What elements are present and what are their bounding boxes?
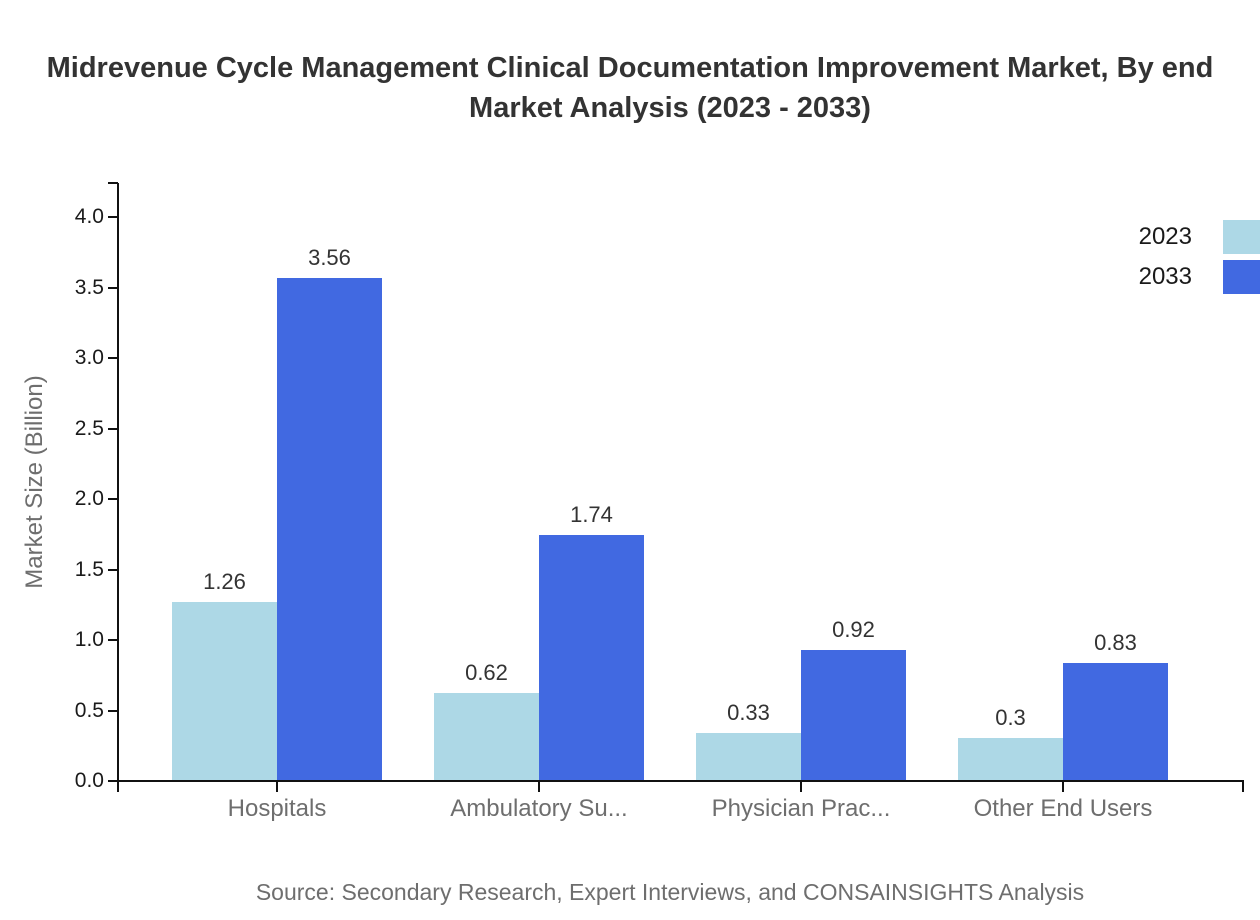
y-axis-end-cap	[108, 182, 118, 184]
bar-value-label: 1.74	[570, 502, 613, 527]
y-tick-mark	[108, 709, 118, 712]
chart-title-line2: Market Analysis (2023 - 2033)	[469, 92, 871, 124]
y-tick-label: 3.5	[74, 275, 104, 299]
bar-2033-0	[277, 278, 382, 780]
bar-value-label: 0.62	[465, 660, 508, 685]
x-category-label: Physician Prac...	[711, 795, 891, 822]
y-tick-label: 4.0	[74, 205, 104, 228]
chart-title-line1: Midrevenue Cycle Management Clinical Doc…	[46, 52, 1214, 84]
legend-swatch	[1223, 260, 1260, 294]
x-tick-mark	[1062, 781, 1064, 792]
y-tick-label: 3.0	[74, 346, 104, 369]
y-tick-label: 1.5	[74, 557, 104, 581]
y-axis-title: Market Size (Billion)	[21, 375, 48, 589]
source-note: Source: Secondary Research, Expert Inter…	[255, 879, 1085, 905]
x-tick-mark	[538, 781, 540, 792]
legend: 2023 2033	[1100, 220, 1260, 300]
y-tick-label: 0.0	[74, 769, 104, 792]
y-tick-label: 2.5	[74, 416, 104, 440]
chart-title-line2-wrap: Market Analysis (2023 - 2033)	[80, 88, 1260, 128]
bar-2033-1	[539, 535, 644, 780]
legend-label: 2023	[1138, 223, 1192, 250]
y-tick-mark	[108, 639, 118, 641]
legend-item-2023: 2023	[1100, 220, 1260, 260]
x-category-label: Ambulatory Su...	[450, 795, 628, 822]
x-axis-left-cap	[117, 781, 119, 792]
x-category-label: Hospitals	[227, 795, 327, 822]
y-tick-mark	[108, 568, 118, 571]
y-tick-mark	[108, 780, 118, 782]
bar-value-label: 3.56	[308, 245, 351, 270]
y-tick-label: 1.0	[74, 628, 104, 651]
bar-2033-3	[1063, 663, 1168, 780]
bar-value-label: 0.92	[832, 617, 875, 642]
y-tick-mark	[108, 427, 118, 430]
bar-value-label: 0.33	[727, 700, 770, 725]
y-axis-line	[117, 183, 119, 782]
y-tick-mark	[108, 216, 118, 218]
x-category-label: Other End Users	[973, 795, 1153, 822]
bar-value-label: 0.3	[995, 705, 1026, 730]
bar-2023-3	[958, 738, 1063, 780]
legend-item-2033: 2033	[1100, 260, 1260, 300]
y-tick-mark	[108, 357, 118, 359]
legend-label: 2033	[1138, 263, 1192, 290]
legend-swatch	[1223, 220, 1260, 254]
bar-value-label: 1.26	[203, 569, 246, 594]
chart-title: Midrevenue Cycle Management Clinical Doc…	[0, 48, 1260, 88]
bar-value-label: 0.83	[1094, 630, 1137, 655]
x-axis-right-cap	[1242, 781, 1244, 792]
y-tick-mark	[108, 286, 118, 289]
x-tick-mark	[800, 781, 802, 792]
y-tick-label: 0.5	[74, 698, 104, 722]
bar-2023-2	[696, 733, 801, 780]
x-axis-line	[117, 780, 1244, 782]
y-tick-label: 2.0	[74, 487, 104, 510]
bar-2033-2	[801, 650, 906, 780]
bar-2023-0	[172, 602, 277, 780]
y-tick-mark	[108, 498, 118, 500]
bar-2023-1	[434, 693, 539, 780]
x-tick-mark	[276, 781, 278, 792]
